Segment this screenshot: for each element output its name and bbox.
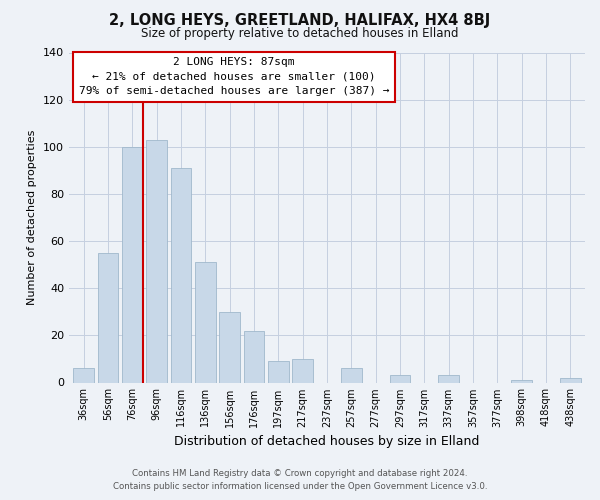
- Bar: [195, 262, 215, 382]
- Bar: [244, 330, 265, 382]
- Bar: [292, 359, 313, 382]
- Bar: [73, 368, 94, 382]
- Text: Contains HM Land Registry data © Crown copyright and database right 2024.
Contai: Contains HM Land Registry data © Crown c…: [113, 470, 487, 491]
- Bar: [146, 140, 167, 382]
- Y-axis label: Number of detached properties: Number of detached properties: [28, 130, 37, 305]
- Bar: [341, 368, 362, 382]
- Bar: [511, 380, 532, 382]
- Bar: [439, 376, 459, 382]
- Bar: [219, 312, 240, 382]
- Bar: [98, 253, 118, 382]
- Text: 2, LONG HEYS, GREETLAND, HALIFAX, HX4 8BJ: 2, LONG HEYS, GREETLAND, HALIFAX, HX4 8B…: [109, 12, 491, 28]
- Bar: [122, 147, 143, 382]
- Bar: [560, 378, 581, 382]
- Bar: [268, 362, 289, 382]
- Bar: [170, 168, 191, 382]
- Bar: [389, 376, 410, 382]
- Text: Size of property relative to detached houses in Elland: Size of property relative to detached ho…: [141, 28, 459, 40]
- Text: 2 LONG HEYS: 87sqm
← 21% of detached houses are smaller (100)
79% of semi-detach: 2 LONG HEYS: 87sqm ← 21% of detached hou…: [79, 58, 389, 96]
- X-axis label: Distribution of detached houses by size in Elland: Distribution of detached houses by size …: [175, 435, 479, 448]
